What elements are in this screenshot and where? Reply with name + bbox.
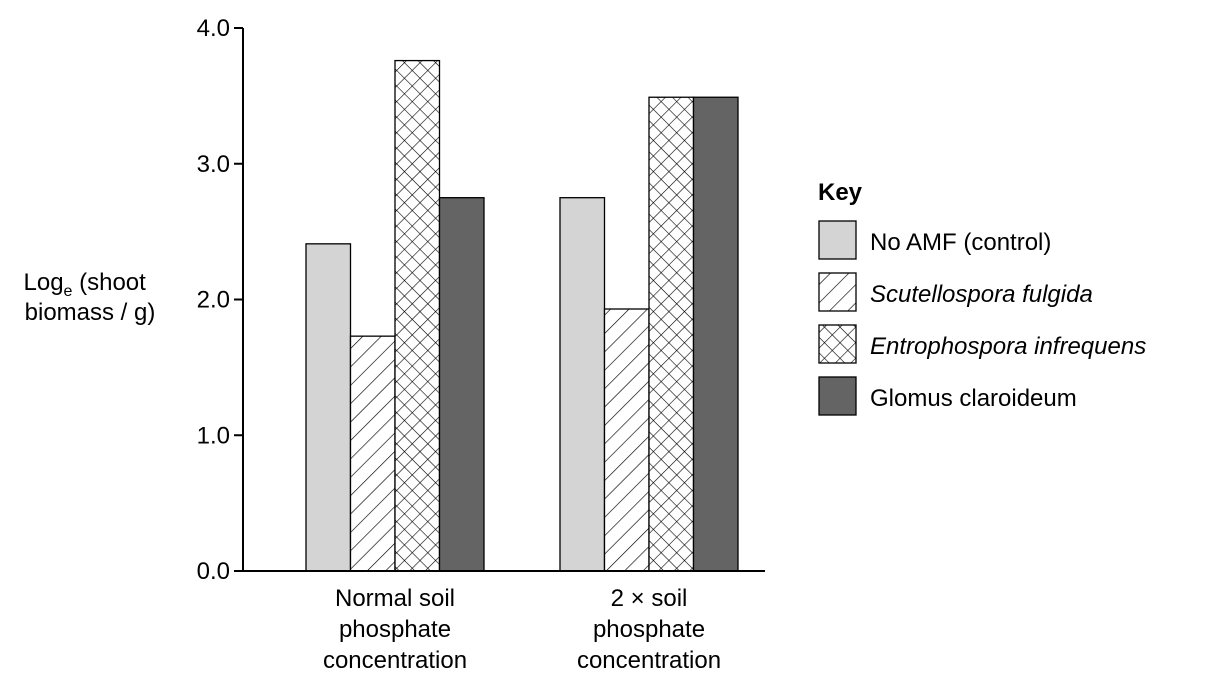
legend-swatch-2 [818,272,857,312]
x-category-label: Normal soil phosphate concentration [323,585,467,673]
bars [305,59,739,572]
y-axis-label-rest: (shoot [72,269,146,296]
bar-4-group-2 [692,96,739,572]
legend-label-2: Scutellospora fulgida [870,281,1093,308]
bar-3-group-1 [394,59,441,572]
bar-1-group-2 [559,197,606,572]
y-axis-label-line2: biomass / g) [25,299,156,326]
bar-2-group-1 [349,335,396,572]
bar-2-group-2 [603,308,650,572]
legend-label-4: Glomus claroideum [870,385,1077,412]
legend-title: Key [818,179,863,206]
y-tick-label: 2.0 [197,287,230,314]
bar-3-group-2 [648,96,695,572]
x-category-label-line: Normal soil [335,585,455,612]
y-tick-label: 1.0 [197,422,230,449]
y-tick-label: 4.0 [197,15,230,42]
y-tick-label: 0.0 [197,558,230,585]
x-category-label: 2 × soil phosphate concentration [577,585,721,673]
legend: Key No AMF (control) Scutellospora fulgid… [818,179,1146,416]
x-category-label-line: 2 × soil [611,585,688,612]
legend-swatch-1 [818,220,857,260]
x-category-label-line: phosphate [339,616,451,643]
x-category-label-line: concentration [577,647,721,673]
legend-swatch-3 [818,324,857,364]
y-axis-label-subscript: e [64,283,73,300]
y-axis-label-main: Log [24,269,64,296]
legend-label-3: Entrophospora infrequens [870,333,1146,360]
x-category-label-line: concentration [323,647,467,673]
legend-label-1: No AMF (control) [870,229,1051,256]
bar-4-group-1 [438,197,485,572]
y-axis-ticks: 0.0 1.0 2.0 3.0 4.0 [197,15,243,585]
y-tick-label: 3.0 [197,151,230,178]
legend-swatch-4 [818,376,857,416]
bar-1-group-1 [305,243,352,572]
y-axis-label: Loge (shoot biomass / g) [24,269,156,326]
x-category-label-line: phosphate [593,616,705,643]
